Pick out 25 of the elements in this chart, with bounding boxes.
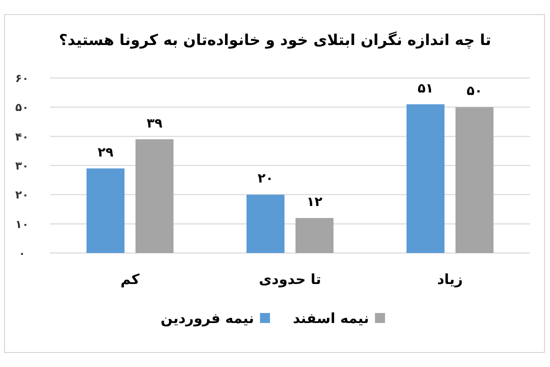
y-tick-label: ۰ xyxy=(18,247,26,260)
y-tick-label: ۱۰ xyxy=(15,218,29,231)
data-label: ۵۰ xyxy=(466,84,482,100)
y-tick-label: ۳۰ xyxy=(15,160,29,172)
data-label: ۵۱ xyxy=(418,81,434,96)
x-tick-label: کم xyxy=(120,272,140,288)
y-tick-label: ۲۰ xyxy=(15,188,29,202)
legend-label: نیمه فروردین xyxy=(160,311,254,327)
x-tick-label: زیاد xyxy=(437,272,463,288)
data-label: ۳۹ xyxy=(146,116,162,132)
legend-label: نیمه اسفند xyxy=(292,311,369,327)
bar xyxy=(136,139,174,253)
data-label: ۱۲ xyxy=(306,195,322,210)
y-tick-label: ۶۰ xyxy=(15,72,29,85)
bar xyxy=(406,104,444,253)
bar xyxy=(456,107,494,253)
data-label: ۲۰ xyxy=(258,172,274,187)
data-label: ۲۹ xyxy=(98,145,114,160)
y-tick-label: ۵۰ xyxy=(15,101,29,114)
chart-title: تا چه اندازه نگران ابتلای خود و خانواده‌تان به کرونا هستید؟ xyxy=(58,31,492,49)
bar xyxy=(296,218,334,253)
bar xyxy=(246,194,284,253)
bar xyxy=(86,168,124,253)
x-tick-label: تا حدودی xyxy=(258,272,322,288)
y-tick-label: ۴۰ xyxy=(15,130,29,144)
